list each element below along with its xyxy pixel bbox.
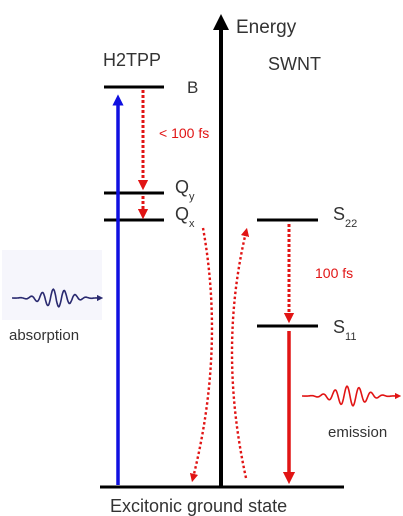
level-b-label: B [187,78,198,97]
right-system-name: SWNT [268,54,321,74]
transfer-arrow-ground-to-s22 [230,227,250,479]
level-qx-label: Qx [175,204,195,230]
level-s11-label: S11 [333,317,356,343]
energy-axis-label: Energy [236,17,297,38]
absorption-label: absorption [9,327,79,344]
ground-state-label: Excitonic ground state [110,496,287,516]
absorption-wave-icon [2,250,104,320]
left-relaxation-time: < 100 fs [159,125,209,141]
emission-wave-icon [302,385,402,407]
emission-label: emission [328,424,387,441]
level-s22-label: S22 [333,204,357,230]
left-system-name: H2TPP [103,50,161,70]
right-relaxation-time: 100 fs [315,265,353,281]
level-qy-label: Qy [175,177,195,203]
transfer-arrow-qx-to-ground [189,227,214,483]
